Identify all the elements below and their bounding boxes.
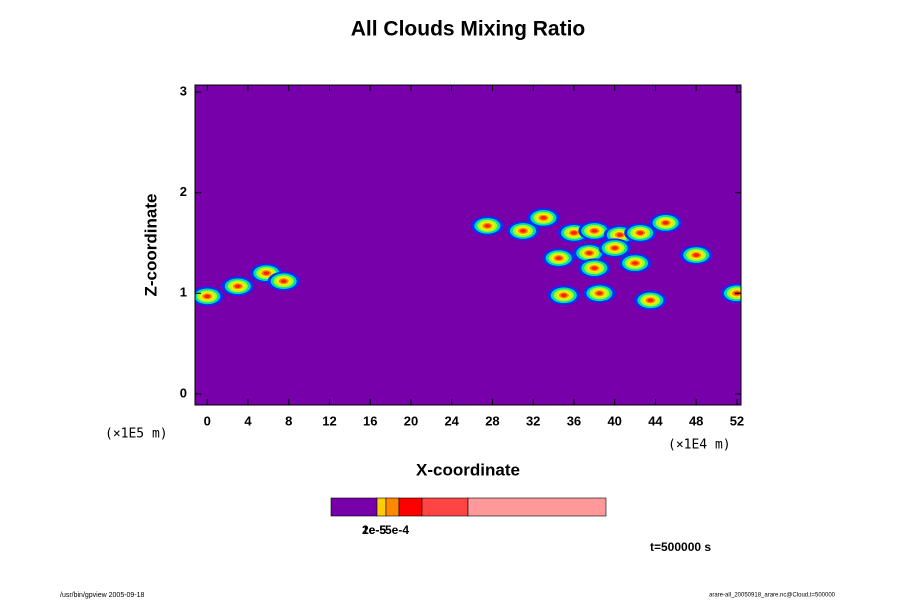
cloud-patch bbox=[591, 229, 598, 233]
colorbar-label: 1e-5 bbox=[362, 523, 386, 537]
x-tick-label: 48 bbox=[689, 413, 703, 428]
x-tick-label: 20 bbox=[404, 413, 418, 428]
cloud-patch bbox=[611, 246, 618, 250]
y-axis-label: Z-coordinate bbox=[141, 194, 160, 297]
cloud-patch bbox=[555, 256, 562, 260]
colorbar-label: 2e-5 bbox=[362, 523, 386, 537]
y-unit: (×1E5 m) bbox=[105, 427, 168, 442]
x-tick-label: 8 bbox=[285, 413, 292, 428]
x-tick-label: 40 bbox=[607, 413, 621, 428]
chart-title: All Clouds Mixing Ratio bbox=[351, 18, 586, 41]
x-tick-label: 44 bbox=[648, 413, 663, 428]
time-label: t=500000 s bbox=[650, 540, 711, 554]
colorbar-segment bbox=[421, 497, 469, 517]
cloud-patch bbox=[560, 293, 567, 298]
x-axis-label: X-coordinate bbox=[416, 460, 520, 479]
colorbar-segment bbox=[398, 497, 423, 517]
cloud-patch bbox=[616, 233, 623, 237]
colorbar-segment bbox=[330, 497, 378, 517]
x-tick-label: 24 bbox=[444, 413, 459, 428]
x-tick-label: 36 bbox=[567, 413, 581, 428]
plot-background bbox=[195, 85, 741, 405]
x-unit: (×1E4 m) bbox=[668, 438, 731, 453]
y-tick-label: 3 bbox=[180, 83, 187, 98]
colorbar-segment bbox=[376, 497, 387, 517]
cloud-patch bbox=[484, 224, 491, 228]
cloud-patch bbox=[204, 294, 211, 299]
x-tick-label: 28 bbox=[485, 413, 499, 428]
colorbar-label: 5e-4 bbox=[385, 523, 409, 537]
y-tick-label: 1 bbox=[180, 285, 187, 300]
x-tick-label: 0 bbox=[204, 413, 211, 428]
cloud-patch bbox=[280, 279, 287, 284]
colorbar-segment bbox=[385, 497, 400, 517]
cloud-patch bbox=[520, 229, 527, 233]
x-tick-label: 12 bbox=[322, 413, 336, 428]
colorbar-segment bbox=[467, 497, 607, 517]
x-tick-label: 52 bbox=[730, 413, 744, 428]
x-tick-label: 16 bbox=[363, 413, 377, 428]
cloud-patch bbox=[591, 266, 598, 270]
footer-left: /usr/bin/gpview 2005-09-18 bbox=[60, 592, 145, 599]
cloud-patch bbox=[540, 216, 547, 220]
y-tick-label: 2 bbox=[180, 184, 187, 199]
cloud-patch bbox=[234, 284, 241, 289]
cloud-patch bbox=[570, 231, 577, 235]
cloud-patch bbox=[586, 251, 593, 255]
cloud-patch bbox=[632, 261, 639, 265]
cloud-patch bbox=[647, 298, 654, 303]
cloud-patch bbox=[263, 271, 270, 275]
cloud-patch bbox=[637, 231, 644, 235]
x-tick-label: 4 bbox=[244, 413, 252, 428]
plot-frame bbox=[194, 84, 742, 406]
y-tick-label: 0 bbox=[180, 385, 187, 400]
cloud-patch bbox=[596, 291, 603, 296]
footer-right: arare-all_20050918_arare.nc@Cloud,t=5000… bbox=[709, 593, 836, 599]
cloud-patch bbox=[662, 221, 669, 225]
cloud-patch bbox=[693, 253, 700, 257]
x-tick-label: 32 bbox=[526, 413, 540, 428]
